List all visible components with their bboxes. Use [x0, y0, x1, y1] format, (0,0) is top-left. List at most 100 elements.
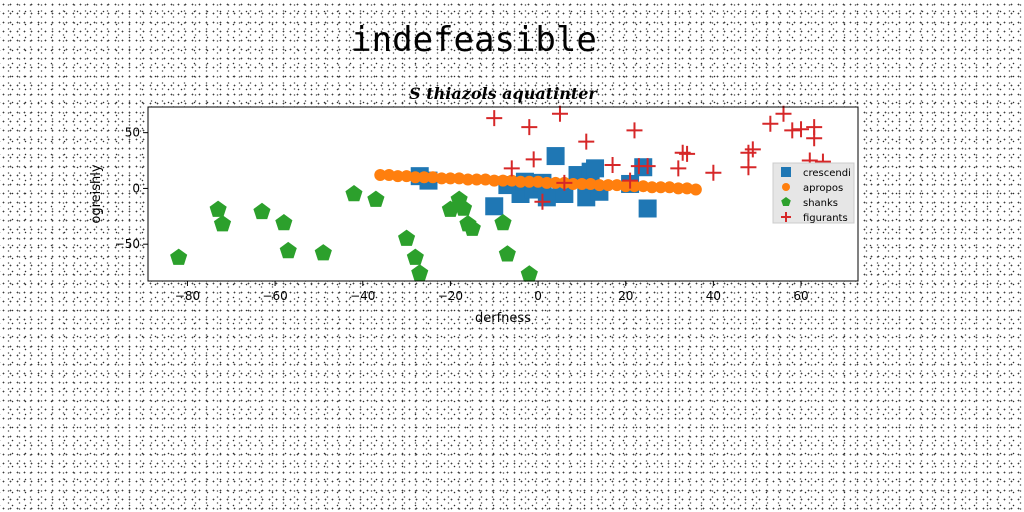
data-point: [435, 172, 448, 185]
data-point: [453, 172, 466, 185]
data-point: [593, 179, 606, 192]
data-point: [485, 197, 504, 216]
data-point: [494, 214, 512, 231]
data-point: [626, 122, 643, 139]
legend-marker: [781, 197, 791, 206]
data-point: [806, 130, 823, 147]
data-point: [520, 265, 538, 282]
legend-entry: crescendi: [803, 168, 851, 179]
x-tick-label: −40: [350, 289, 375, 303]
data-point: [455, 199, 473, 216]
x-tick-label: 60: [793, 289, 808, 303]
data-point: [586, 159, 605, 178]
series-shanks: [170, 185, 538, 282]
data-point: [689, 183, 702, 196]
data-point: [486, 110, 503, 127]
series-figurants: [486, 105, 831, 210]
data-point: [444, 172, 457, 185]
y-tick-label: 0: [132, 181, 140, 195]
data-point: [679, 145, 696, 162]
data-point: [634, 158, 653, 177]
data-point: [345, 185, 363, 202]
data-point: [279, 241, 297, 259]
legend-marker: [781, 212, 791, 222]
data-point: [418, 171, 431, 184]
data-point: [514, 175, 527, 188]
data-point: [521, 119, 538, 136]
data-point: [209, 200, 227, 217]
figure-suptitle: indefeasible: [351, 20, 597, 60]
legend-entry: apropos: [803, 183, 843, 194]
data-point: [497, 174, 509, 187]
data-point: [784, 122, 801, 139]
data-point: [479, 173, 492, 186]
data-point: [681, 182, 694, 195]
series-crescendi: [410, 147, 657, 218]
data-point: [374, 169, 387, 182]
data-point: [555, 185, 574, 203]
data-point: [546, 147, 565, 166]
data-point: [367, 190, 385, 207]
x-tick-label: −80: [175, 289, 200, 303]
data-point: [505, 174, 518, 187]
data-point: [628, 180, 641, 193]
data-point: [391, 170, 404, 183]
data-point: [638, 199, 657, 218]
data-point: [275, 214, 293, 231]
data-point: [793, 121, 810, 138]
data-point: [540, 176, 553, 189]
chart-title: S thiazols aquatinter: [409, 84, 598, 103]
x-tick-label: −60: [262, 289, 287, 303]
legend: crescendi apropos shanks figurants: [772, 162, 855, 224]
data-point: [637, 180, 650, 193]
series-apropos: [374, 169, 702, 196]
data-point: [551, 105, 568, 122]
data-point: [619, 180, 632, 193]
data-point: [744, 141, 761, 158]
axes-frame: [147, 106, 859, 282]
data-point: [470, 173, 483, 186]
data-point: [534, 193, 551, 210]
data-point: [663, 181, 676, 194]
legend-marker: [782, 183, 790, 191]
data-point: [532, 175, 545, 188]
x-tick-label: 20: [618, 289, 633, 303]
data-point: [578, 133, 595, 150]
data-point: [498, 245, 516, 262]
x-axis-label: derfness: [475, 311, 531, 326]
data-point: [525, 151, 542, 168]
data-point: [575, 177, 588, 190]
data-point: [400, 170, 413, 183]
data-point: [253, 202, 271, 220]
data-point: [170, 248, 188, 265]
x-tick-label: −20: [438, 289, 463, 303]
data-point: [406, 248, 424, 265]
data-point: [213, 215, 232, 232]
y-axis-label: ogreishly: [89, 164, 104, 223]
data-point: [584, 177, 597, 190]
data-point: [705, 164, 722, 181]
data-point: [762, 115, 779, 132]
data-point: [646, 181, 659, 194]
data-point: [409, 171, 422, 184]
x-tick-label: 40: [706, 289, 721, 303]
data-point: [549, 176, 562, 189]
data-point: [639, 158, 656, 175]
data-point: [740, 159, 757, 176]
legend-entry: shanks: [803, 198, 838, 209]
data-point: [775, 105, 792, 122]
data-point: [602, 179, 615, 192]
data-point: [488, 174, 501, 187]
data-point: [654, 181, 667, 194]
data-point: [411, 264, 429, 281]
data-point: [463, 219, 481, 236]
y-tick-label: 50: [125, 126, 140, 140]
data-point: [314, 244, 332, 261]
data-point: [556, 174, 573, 191]
data-point: [426, 171, 439, 184]
data-point: [622, 172, 639, 189]
data-point: [461, 173, 474, 186]
data-point: [398, 229, 416, 246]
data-point: [567, 177, 580, 190]
